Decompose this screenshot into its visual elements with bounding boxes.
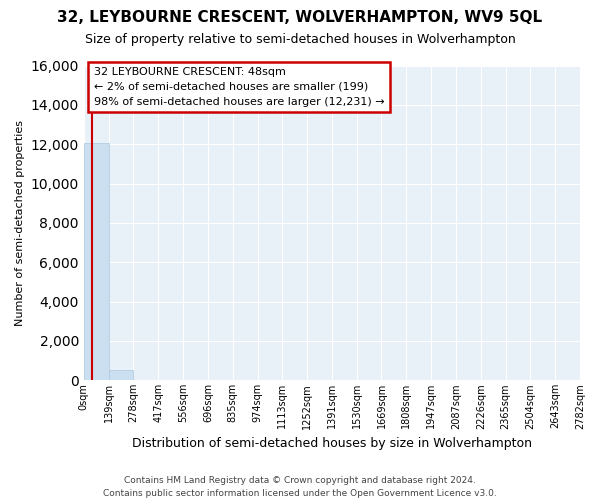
X-axis label: Distribution of semi-detached houses by size in Wolverhampton: Distribution of semi-detached houses by … <box>132 437 532 450</box>
Text: 32, LEYBOURNE CRESCENT, WOLVERHAMPTON, WV9 5QL: 32, LEYBOURNE CRESCENT, WOLVERHAMPTON, W… <box>58 10 542 25</box>
Y-axis label: Number of semi-detached properties: Number of semi-detached properties <box>15 120 25 326</box>
Text: Size of property relative to semi-detached houses in Wolverhampton: Size of property relative to semi-detach… <box>85 32 515 46</box>
Text: Contains HM Land Registry data © Crown copyright and database right 2024.
Contai: Contains HM Land Registry data © Crown c… <box>103 476 497 498</box>
Text: 32 LEYBOURNE CRESCENT: 48sqm
← 2% of semi-detached houses are smaller (199)
98% : 32 LEYBOURNE CRESCENT: 48sqm ← 2% of sem… <box>94 67 385 106</box>
Bar <box>109 370 133 380</box>
Bar <box>84 143 109 380</box>
